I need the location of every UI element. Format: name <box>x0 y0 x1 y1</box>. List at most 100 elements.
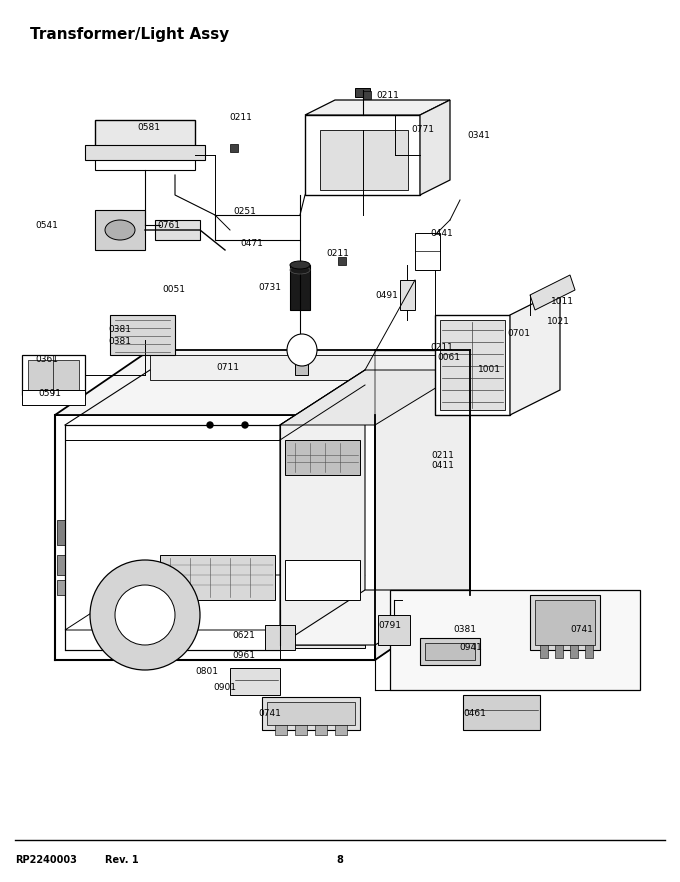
Polygon shape <box>57 580 65 595</box>
Text: 8: 8 <box>337 855 343 865</box>
Polygon shape <box>400 280 415 310</box>
Text: 0741: 0741 <box>258 708 281 717</box>
Polygon shape <box>110 315 175 355</box>
Text: 0471: 0471 <box>240 238 263 248</box>
Polygon shape <box>280 370 365 645</box>
Polygon shape <box>378 615 410 645</box>
Polygon shape <box>230 144 238 152</box>
Text: 0211: 0211 <box>326 249 349 258</box>
Polygon shape <box>55 415 375 660</box>
Polygon shape <box>65 425 280 650</box>
Polygon shape <box>230 668 280 695</box>
Text: 0251: 0251 <box>233 207 256 216</box>
Polygon shape <box>420 100 450 195</box>
Text: 0341: 0341 <box>467 131 490 139</box>
Polygon shape <box>160 555 275 600</box>
Polygon shape <box>338 257 346 265</box>
Polygon shape <box>390 590 640 690</box>
Polygon shape <box>305 115 420 195</box>
Polygon shape <box>275 725 287 735</box>
Polygon shape <box>290 265 310 310</box>
Polygon shape <box>355 88 370 97</box>
Text: 0441: 0441 <box>430 228 453 237</box>
Text: 0411: 0411 <box>431 461 454 470</box>
Text: 0731: 0731 <box>258 282 281 291</box>
Polygon shape <box>95 210 145 250</box>
Text: 0701: 0701 <box>507 330 530 339</box>
Polygon shape <box>150 355 465 380</box>
Polygon shape <box>22 390 85 405</box>
Polygon shape <box>463 695 540 730</box>
Text: 1021: 1021 <box>547 318 570 326</box>
Polygon shape <box>65 575 365 630</box>
Polygon shape <box>570 645 578 658</box>
Text: 0211: 0211 <box>229 114 252 123</box>
Polygon shape <box>22 355 85 395</box>
Text: 0901: 0901 <box>213 684 236 692</box>
Polygon shape <box>55 350 470 415</box>
Text: 0771: 0771 <box>411 125 434 134</box>
Text: 0801: 0801 <box>195 668 218 676</box>
Polygon shape <box>555 645 563 658</box>
Polygon shape <box>28 360 79 390</box>
Polygon shape <box>85 145 205 160</box>
Circle shape <box>90 560 200 670</box>
Polygon shape <box>57 520 65 545</box>
Text: 1011: 1011 <box>551 296 574 305</box>
Polygon shape <box>535 600 595 645</box>
Text: 0381: 0381 <box>108 325 131 334</box>
Polygon shape <box>540 645 548 658</box>
Text: 0791: 0791 <box>378 621 401 630</box>
Circle shape <box>242 422 248 428</box>
Polygon shape <box>420 638 480 665</box>
Polygon shape <box>285 440 360 475</box>
Text: 0621: 0621 <box>232 632 255 640</box>
Text: 0711: 0711 <box>216 363 239 371</box>
Polygon shape <box>415 233 440 270</box>
Polygon shape <box>267 702 355 725</box>
Text: Rev. 1: Rev. 1 <box>105 855 139 865</box>
Text: 0581: 0581 <box>137 123 160 132</box>
Circle shape <box>207 422 213 428</box>
Text: Transformer/Light Assy: Transformer/Light Assy <box>30 27 229 42</box>
Polygon shape <box>375 350 470 660</box>
Text: 0381: 0381 <box>453 625 476 634</box>
Polygon shape <box>95 120 195 155</box>
Circle shape <box>115 585 175 645</box>
Text: 0211: 0211 <box>431 451 454 460</box>
Text: 1001: 1001 <box>478 364 501 373</box>
Ellipse shape <box>290 261 310 269</box>
Polygon shape <box>530 275 575 310</box>
Polygon shape <box>585 645 593 658</box>
Polygon shape <box>215 215 300 240</box>
Polygon shape <box>440 320 505 410</box>
Text: 0381: 0381 <box>108 337 131 346</box>
Polygon shape <box>425 643 475 660</box>
Polygon shape <box>530 595 600 650</box>
Text: 0061: 0061 <box>437 354 460 363</box>
Text: 0591: 0591 <box>38 388 61 398</box>
Polygon shape <box>305 100 450 115</box>
Polygon shape <box>510 290 560 415</box>
Polygon shape <box>285 560 360 600</box>
Ellipse shape <box>105 220 135 240</box>
Text: 0941: 0941 <box>459 644 482 653</box>
Polygon shape <box>262 697 360 730</box>
Polygon shape <box>265 625 295 650</box>
Text: 0741: 0741 <box>570 625 593 634</box>
Polygon shape <box>280 370 465 425</box>
Polygon shape <box>335 725 347 735</box>
Polygon shape <box>363 91 371 99</box>
Text: 0051: 0051 <box>162 286 185 295</box>
Polygon shape <box>315 725 327 735</box>
Text: 0961: 0961 <box>232 651 255 660</box>
Text: RP2240003: RP2240003 <box>15 855 77 865</box>
Text: 0211: 0211 <box>376 91 399 100</box>
Polygon shape <box>280 620 365 648</box>
Ellipse shape <box>287 334 317 366</box>
Polygon shape <box>435 315 510 415</box>
Polygon shape <box>295 725 307 735</box>
Text: 0761: 0761 <box>157 220 180 229</box>
Polygon shape <box>320 130 408 190</box>
Polygon shape <box>57 555 65 575</box>
